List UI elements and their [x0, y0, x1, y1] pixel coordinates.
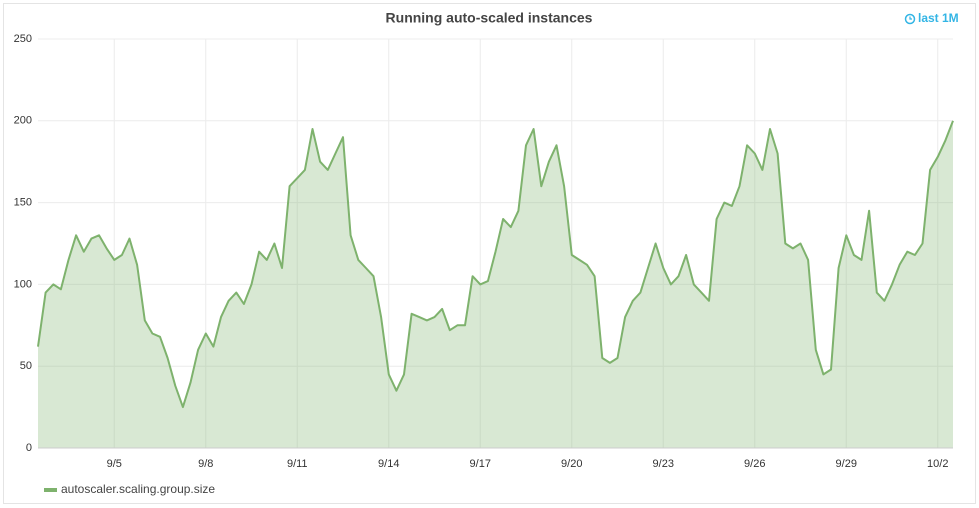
- x-tick-label: 9/26: [744, 458, 765, 470]
- line: [37, 120, 954, 409]
- x-tick-label: 10/2: [927, 458, 948, 470]
- time-range[interactable]: last 1M: [904, 11, 959, 25]
- legend-label: autoscaler.scaling.group.size: [61, 482, 215, 496]
- y-tick-label: 100: [14, 278, 32, 290]
- chart-title: Running auto-scaled instances: [386, 10, 593, 26]
- y-tick-label: 250: [14, 33, 32, 45]
- x-tick-label: 9/23: [653, 458, 674, 470]
- area: [38, 120, 953, 449]
- legend-swatch: [44, 488, 57, 492]
- clock-icon: [904, 13, 916, 25]
- x-tick-label: 9/8: [198, 458, 213, 470]
- clock-hands: [909, 16, 912, 20]
- x-tick-label: 9/20: [561, 458, 582, 470]
- y-tick-label: 150: [14, 197, 32, 209]
- time-range-label: last 1M: [918, 11, 959, 25]
- x-tick-label: 9/5: [107, 458, 122, 470]
- x-tick-label: 9/29: [836, 458, 857, 470]
- x-tick-label: 9/11: [287, 458, 308, 470]
- x-tick-label: 9/14: [378, 458, 399, 470]
- x-tick-label: 9/17: [470, 458, 491, 470]
- y-tick-label: 200: [14, 115, 32, 127]
- y-tick-label: 0: [26, 442, 32, 454]
- y-tick-label: 50: [20, 360, 32, 372]
- panel-border: [3, 3, 976, 504]
